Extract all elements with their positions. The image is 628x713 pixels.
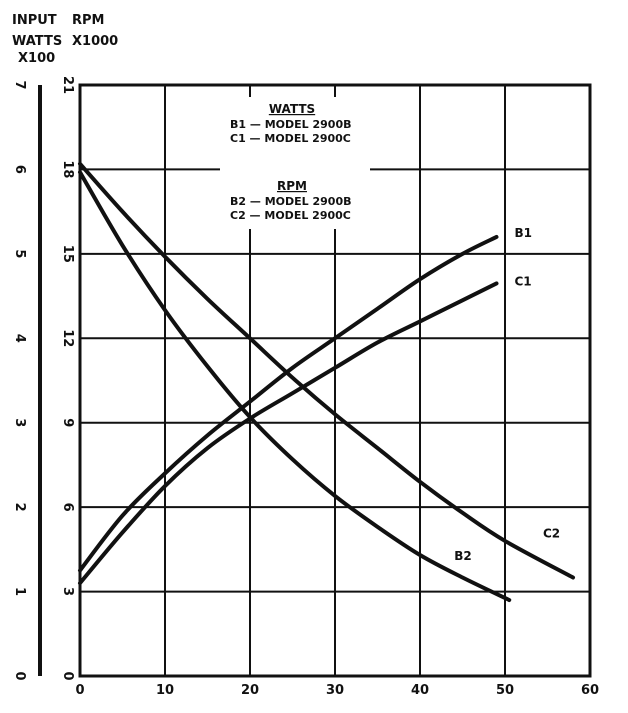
legend-watts-entry-c1: C1 — MODEL 2900C <box>230 132 351 145</box>
x-tick-label: 0 <box>75 683 84 698</box>
legend-rpm-heading: RPM <box>277 179 307 193</box>
rpm-axis-title-line1: RPM <box>72 13 104 28</box>
rpm-tick-label: 12 <box>60 329 75 347</box>
watts-tick-label: 1 <box>12 587 27 596</box>
rpm-tick-label: 6 <box>60 503 75 512</box>
x-tick-labels: 0 10 20 30 40 50 60 <box>75 683 599 698</box>
rpm-tick-labels: 0 3 6 9 12 15 18 21 <box>60 76 75 681</box>
curve-b2 <box>78 170 512 603</box>
watts-tick-label: 2 <box>12 503 27 512</box>
curve-label-c2: C2 <box>543 527 560 541</box>
watts-tick-labels: 0 1 2 3 4 5 6 7 <box>12 80 27 680</box>
watts-tick-label: 3 <box>12 418 27 427</box>
curve-c1 <box>78 281 499 586</box>
watts-tick-label: 5 <box>12 249 27 258</box>
curve-label-b2: B2 <box>454 549 472 563</box>
curve-label-b1: B1 <box>515 226 533 240</box>
x-tick-label: 20 <box>241 683 259 698</box>
rpm-tick-label: 18 <box>60 160 75 178</box>
watts-axis-title-line1: INPUT <box>12 13 57 28</box>
legend-watts-heading: WATTS <box>269 102 315 116</box>
curve-label-c1: C1 <box>515 274 532 288</box>
plot-frame <box>78 83 592 678</box>
rpm-tick-label: 15 <box>60 245 75 263</box>
x-tick-label: 60 <box>581 683 599 698</box>
legend-background <box>220 97 370 229</box>
rpm-tick-label: 0 <box>60 671 75 680</box>
series-curves <box>78 161 575 603</box>
curve-c2 <box>78 161 575 580</box>
x-tick-label: 10 <box>156 683 174 698</box>
rpm-tick-label: 9 <box>60 418 75 427</box>
watts-axis-title-line2: WATTS <box>12 34 62 49</box>
legend-rpm-entry-c2: C2 — MODEL 2900C <box>230 209 351 222</box>
watts-tick-label: 7 <box>12 80 27 89</box>
rpm-tick-label: 3 <box>60 587 75 596</box>
watts-tick-label: 0 <box>12 671 27 680</box>
x-tick-label: 50 <box>496 683 514 698</box>
legend-rpm-entry-b2: B2 — MODEL 2900B <box>230 195 351 208</box>
x-tick-label: 30 <box>326 683 344 698</box>
rpm-tick-label: 21 <box>60 76 75 94</box>
x-tick-label: 40 <box>411 683 429 698</box>
watts-tick-label: 6 <box>12 165 27 174</box>
curve-b1 <box>78 234 499 573</box>
series-labels: B1 C1 B2 C2 <box>454 226 560 563</box>
legend-watts-entry-b1: B1 — MODEL 2900B <box>230 118 351 131</box>
watts-tick-label: 4 <box>12 334 27 343</box>
watts-axis-title-line3: X100 <box>18 51 55 66</box>
rpm-axis-title-line2: X1000 <box>72 34 118 49</box>
